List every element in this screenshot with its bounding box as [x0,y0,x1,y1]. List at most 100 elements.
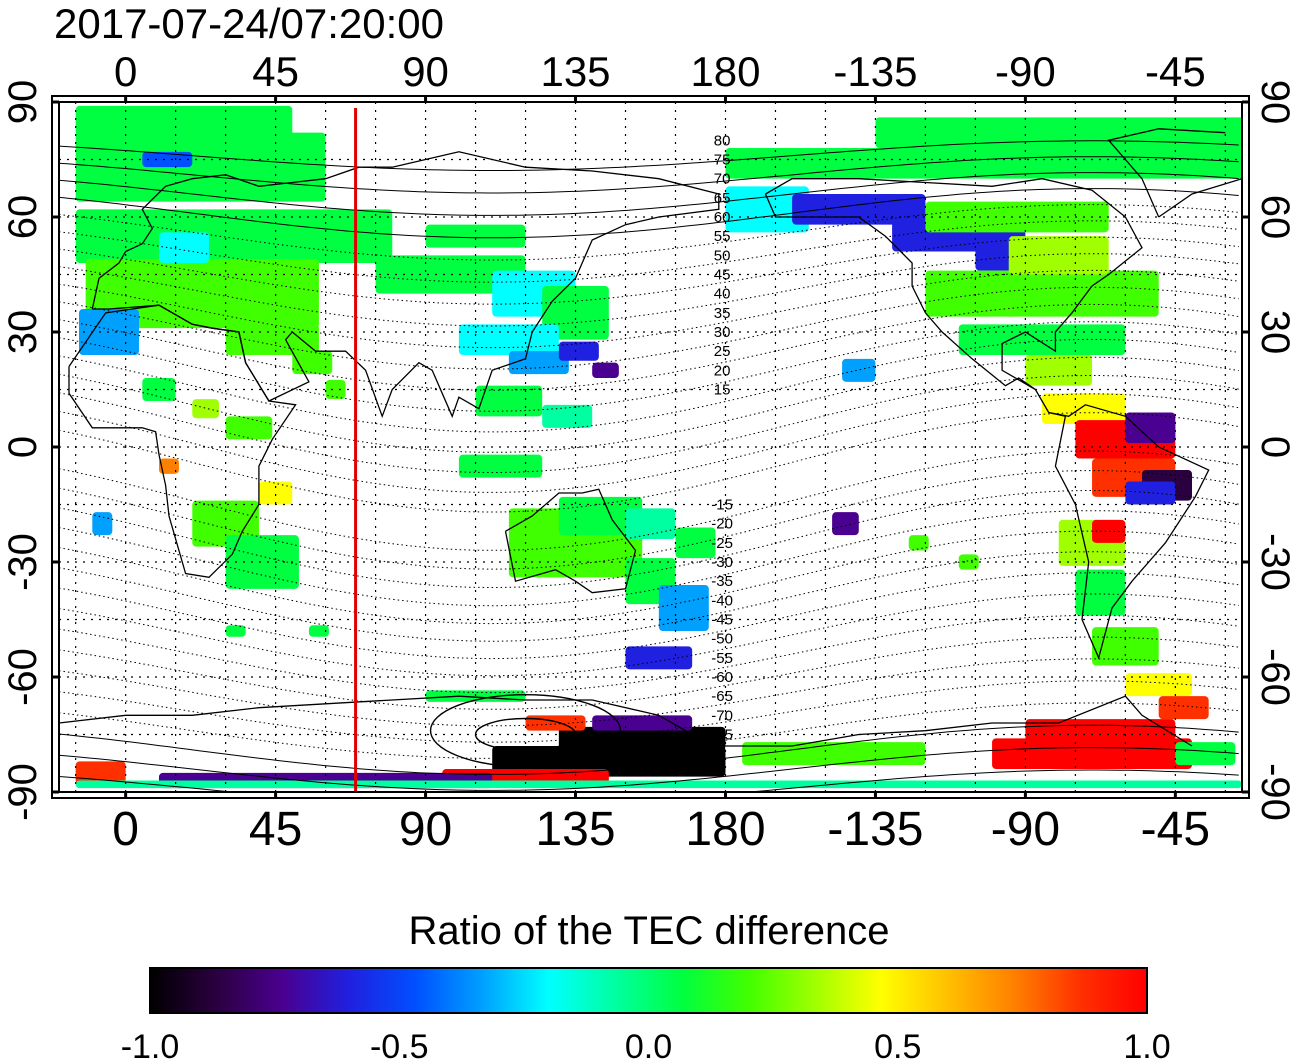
left-lat-label: 60 [1,195,45,240]
tec-patch [925,270,1159,317]
contour-label: 70 [714,171,731,188]
tec-patch [225,416,273,440]
magnetic-contour [59,204,1239,261]
tec-patch [1092,519,1126,543]
tec-patch [725,148,1242,179]
coastline [59,695,1193,747]
contour-label: -55 [711,650,733,667]
magnetic-contour [59,236,1239,305]
frame-ticks [52,96,1249,798]
bottom-lon-label: 0 [112,803,139,856]
colorbar-tick-label: 0.0 [625,1028,672,1064]
bottom-lon-label: -45 [1141,803,1210,856]
contour-label: 80 [714,132,731,149]
contour-label: -15 [711,497,733,514]
right-lat-label: 60 [1253,195,1296,240]
top-lon-label: 0 [114,48,137,95]
coastline [504,488,637,594]
tec-patch [558,726,726,750]
tec-patch [225,324,319,355]
contour-label: -60 [711,669,733,686]
tec-patch [842,358,876,382]
tec-patch [75,780,1242,789]
colorbar-tick-label: 0.5 [874,1028,921,1064]
tec-patch [75,132,326,202]
contour-label: -20 [711,516,733,533]
tec-patch [192,399,219,419]
tec-patch [832,512,859,536]
right-lat-label: 30 [1253,310,1296,355]
tec-patch [225,535,299,589]
magnetic-contour [59,702,1239,759]
right-lat-label: -30 [1253,533,1296,591]
colorbar-tick-label: -0.5 [370,1028,429,1064]
tec-patch [525,715,586,731]
magnetic-contour [59,156,1239,194]
magnetic-contours [59,140,1239,792]
bottom-longitude-labels: 0 45 90 135 180 -135 -90 -45 [112,803,1210,856]
tec-patch [1125,412,1176,444]
tec-patch [875,117,1242,148]
contour-label: 50 [714,247,731,264]
contour-label: -75 [711,727,733,744]
magnetic-contour [59,393,1239,493]
tec-patch [158,458,179,474]
contour-label: 55 [714,228,731,245]
tec-patch [1008,236,1109,275]
magnetic-contour [59,636,1239,710]
top-lon-label: -45 [1145,48,1206,95]
tec-patch [192,500,259,547]
tec-patch [1158,696,1209,720]
magnetic-contour [59,375,1239,473]
contour-label: 40 [714,286,731,303]
contour-label: 75 [714,152,731,169]
colorbar-title: Ratio of the TEC difference [408,909,889,953]
right-latitude-labels: 90 60 30 0 -30 -60 -90 [1253,80,1296,821]
tec-patch [592,715,693,731]
right-lat-label: -90 [1253,763,1296,821]
contour-label: 15 [714,382,731,399]
figure-title: 2017-07-24/07:20:00 [54,0,444,47]
tec-patch [1175,742,1236,766]
tec-patch [158,232,209,263]
tec-patch [658,585,709,631]
top-longitude-labels: 0 45 90 135 180 -135 -90 -45 [114,48,1206,95]
contour-label: -35 [711,573,733,590]
tec-patch [542,286,609,340]
left-lat-label: 90 [1,80,45,125]
magnetic-contour [59,188,1239,239]
magnetic-pole-contour [474,717,577,752]
left-latitude-labels: 90 60 30 0 -30 -60 -90 [1,80,45,821]
contour-label: -30 [711,554,733,571]
tec-patch [925,201,1109,233]
tec-patch [908,535,929,551]
contour-label: 30 [714,324,731,341]
colorbar [149,967,1148,1014]
top-lon-label: 90 [402,48,449,95]
coastline [68,304,297,578]
bottom-lon-label: 135 [535,803,615,856]
contour-label: -45 [711,612,733,629]
tec-patch [992,738,1193,769]
tec-patch [792,194,926,225]
tec-patch [92,512,113,536]
left-lat-label: -60 [1,648,45,706]
tec-patch [675,527,716,559]
tec-patch [75,105,293,137]
colorbar-tick-label: -1.0 [121,1028,180,1064]
tec-patch [1075,569,1126,616]
tec-patch [475,385,543,417]
tec-patch [375,255,526,294]
tec-patch [725,186,809,233]
tec-patch [558,496,643,536]
coastlines [59,128,1242,747]
magnetic-contour [59,220,1239,283]
magnetic-contour [59,356,1239,453]
contour-label: 60 [714,209,731,226]
colorbar-tick-label: 1.0 [1123,1028,1170,1064]
tec-patch [258,481,293,505]
bottom-lon-label: 45 [249,803,302,856]
tec-patch [75,209,393,263]
tec-patch [625,508,676,539]
tec-patch [458,324,559,355]
